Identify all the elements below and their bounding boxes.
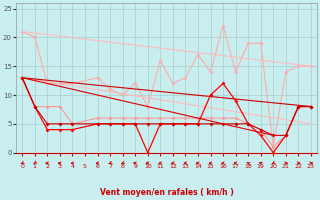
X-axis label: Vent moyen/en rafales ( km/h ): Vent moyen/en rafales ( km/h ) [100,188,234,197]
